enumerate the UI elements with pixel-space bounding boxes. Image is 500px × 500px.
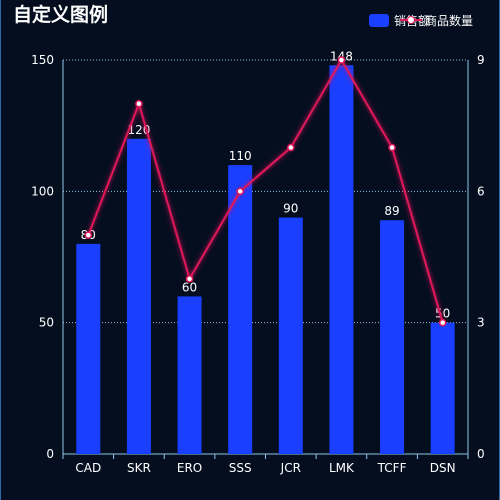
line-point (388, 143, 396, 152)
bar-value-label: 50 (435, 307, 450, 321)
bar (329, 65, 354, 455)
line-point (337, 56, 346, 64)
line-point (287, 143, 295, 152)
bar-value-label: 90 (283, 202, 298, 216)
x-tick-label: CAD (75, 461, 101, 475)
y-right-tick-label: 6 (477, 184, 485, 198)
x-tick-label: LMK (329, 461, 355, 475)
legend-item-line[interactable]: 商品数量 (425, 13, 474, 28)
bar (177, 296, 202, 454)
bar (380, 220, 405, 454)
x-tick-label: DSN (430, 461, 456, 475)
legend: 销售额 商品数量 (369, 12, 473, 28)
line-point (236, 187, 244, 196)
x-tick-label: ERO (177, 461, 202, 475)
bar (76, 243, 101, 454)
line-point (185, 275, 194, 283)
chart-title: 自定义图例 (13, 4, 109, 26)
x-tick-label: TCFF (377, 461, 407, 475)
bar-value-label: 89 (384, 204, 399, 218)
bar (228, 165, 253, 455)
y-right-tick-label: 3 (477, 316, 485, 330)
axes (62, 60, 469, 459)
line-path (87, 58, 444, 323)
tick-labels: 0 50 100 150 0 3 6 9 CAD SKR ERO SSS JCR LMK TCFF DSN (31, 53, 485, 475)
bar-series (76, 65, 455, 455)
x-tick-label: SSS (229, 461, 252, 475)
x-tick-label: SKR (127, 461, 151, 475)
bar (126, 138, 151, 455)
y-left-tick-label: 100 (31, 184, 54, 198)
bar (430, 322, 455, 454)
line-point (438, 318, 447, 327)
bar-value-label: 110 (229, 149, 252, 163)
y-left-tick-label: 0 (46, 447, 54, 461)
y-right-tick-label: 9 (477, 53, 485, 67)
x-tick-label: JCR (280, 461, 301, 475)
line-point (84, 231, 93, 239)
y-right-tick-label: 0 (477, 447, 485, 461)
legend-bar-swatch[interactable] (369, 13, 389, 27)
y-left-tick-label: 50 (39, 316, 54, 330)
line-series (84, 56, 447, 327)
bar (278, 217, 303, 454)
line-point (135, 100, 143, 108)
legend-line-swatch[interactable] (400, 14, 423, 26)
bar-value-label: 60 (182, 280, 197, 294)
grid-lines (63, 59, 468, 324)
y-left-tick-label: 150 (31, 53, 54, 67)
